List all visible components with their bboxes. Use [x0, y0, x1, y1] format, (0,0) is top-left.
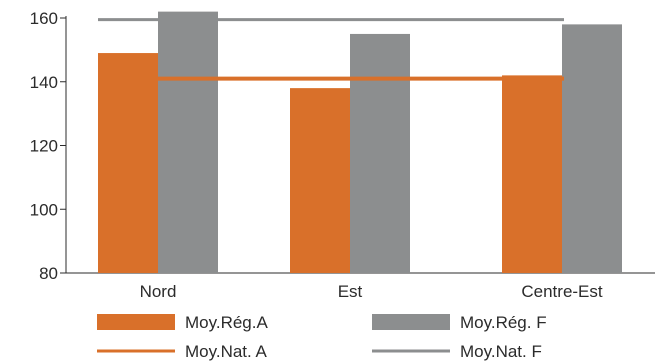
legend-label: Moy.Rég.A: [185, 313, 268, 332]
legend-label: Moy.Nat. A: [185, 342, 268, 361]
y-tick-label: 100: [30, 200, 58, 219]
y-ticks: 80 100 120 140 160: [30, 9, 66, 283]
legend-label: Moy.Rég. F: [460, 313, 547, 332]
bar: [350, 33, 410, 273]
bar: [98, 53, 158, 273]
legend-swatch: [97, 314, 175, 330]
bars: [98, 11, 622, 273]
reference-lines: [98, 18, 564, 81]
bar: [562, 24, 622, 273]
legend: Moy.Rég.A Moy.Rég. F Moy.Nat. A Moy.Nat. F: [97, 313, 547, 361]
bar: [290, 88, 350, 273]
legend-label: Moy.Nat. F: [460, 342, 542, 361]
x-category-label: Nord: [140, 282, 177, 301]
y-tick-label: 80: [39, 264, 58, 283]
y-tick-label: 160: [30, 9, 58, 28]
bar: [158, 11, 218, 273]
legend-swatch: [372, 314, 450, 330]
x-categories: Nord Est Centre-Est: [140, 282, 603, 301]
x-category-label: Centre-Est: [521, 282, 603, 301]
x-category-label: Est: [338, 282, 363, 301]
bar: [502, 75, 562, 273]
y-tick-label: 140: [30, 73, 58, 92]
y-tick-label: 120: [30, 137, 58, 156]
